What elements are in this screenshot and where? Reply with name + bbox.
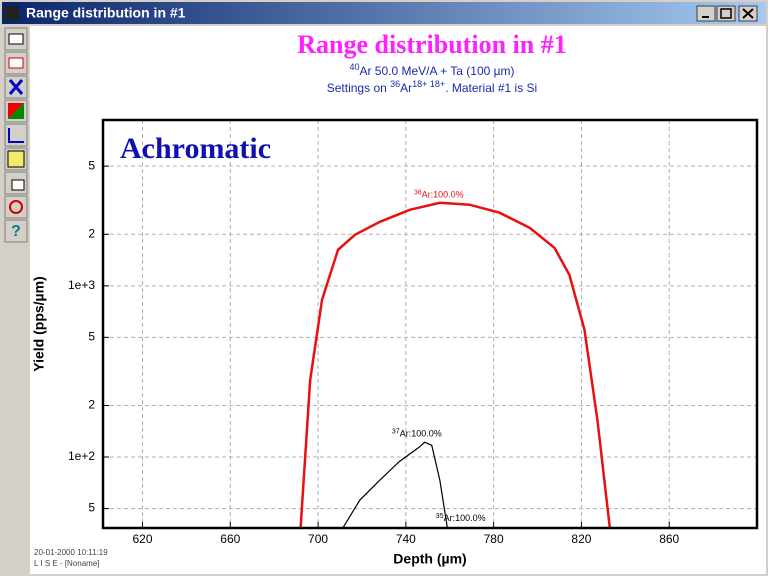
chart-subtitle: 40Ar 50.0 MeV/A + Ta (100 µm) bbox=[349, 62, 514, 78]
zoom-button[interactable] bbox=[4, 195, 28, 219]
help-button[interactable] bbox=[4, 219, 28, 243]
subtitle-text: Ar bbox=[400, 81, 412, 95]
icon bbox=[8, 57, 24, 69]
y-tick-label: 2 bbox=[88, 226, 95, 240]
series-line bbox=[342, 441, 449, 528]
y-tick-label: 5 bbox=[88, 158, 95, 172]
x-tick-label: 820 bbox=[571, 532, 591, 546]
subtitle-text: Settings on bbox=[327, 81, 390, 95]
icon bbox=[8, 79, 24, 95]
superscript: 18+ 18+ bbox=[412, 79, 445, 89]
y-tick-label: 5 bbox=[88, 330, 95, 344]
icon bbox=[8, 103, 24, 119]
toolbar: ? bbox=[4, 27, 28, 243]
y-tick-label: 2 bbox=[88, 398, 95, 412]
plot-border bbox=[101, 118, 759, 530]
icon bbox=[7, 150, 25, 168]
x-tick-label: 700 bbox=[308, 532, 328, 546]
title-bar bbox=[2, 2, 766, 24]
icon bbox=[11, 179, 25, 191]
icon bbox=[9, 200, 23, 214]
chart-title: Range distribution in #1 bbox=[297, 30, 566, 59]
chart-label: Achromatic bbox=[120, 132, 271, 165]
icon: ? bbox=[11, 223, 21, 240]
icon bbox=[720, 8, 732, 19]
graph-button[interactable] bbox=[4, 123, 28, 147]
timestamp: 20-01-2000 10:11:19 bbox=[34, 548, 108, 557]
x-tick-label: 740 bbox=[396, 532, 416, 546]
x-tick-label: 620 bbox=[132, 532, 152, 546]
app-name: L I S E - [Noname] bbox=[34, 559, 100, 568]
subtitle-text: . Material #1 is Si bbox=[445, 81, 537, 95]
series-line bbox=[299, 201, 612, 528]
icon bbox=[8, 33, 24, 45]
app-icon bbox=[5, 6, 19, 20]
data-label: 35Ar:100.0% bbox=[436, 513, 486, 524]
icon bbox=[742, 8, 754, 19]
y-tick-label: 1e+3 bbox=[68, 278, 95, 292]
minimize-button[interactable] bbox=[696, 5, 716, 22]
x-tick-label: 660 bbox=[220, 532, 240, 546]
superscript: 37 bbox=[392, 428, 400, 435]
y-tick-label: 1e+2 bbox=[68, 449, 95, 463]
data-label-text: Ar:100.0% bbox=[422, 190, 464, 200]
data-label-text: Ar:100.0% bbox=[444, 514, 486, 524]
y-axis-label: Yield (pps/µm) bbox=[31, 276, 47, 371]
x-tick-label: 860 bbox=[659, 532, 679, 546]
window-title: Range distribution in #1 bbox=[26, 5, 186, 21]
series-group bbox=[299, 201, 612, 528]
subtitle-text: Ar 50.0 MeV/A + Ta (100 µm) bbox=[359, 64, 514, 78]
y-tick-label: 5 bbox=[88, 501, 95, 515]
x-tick-label: 780 bbox=[484, 532, 504, 546]
icon bbox=[8, 128, 24, 143]
data-label: 37Ar:100.0% bbox=[392, 428, 442, 439]
x-axis-label: Depth (µm) bbox=[393, 551, 466, 567]
window-buttons bbox=[696, 5, 758, 22]
chart-subtitle: Settings on 36Ar18+ 18+. Material #1 is … bbox=[327, 79, 537, 95]
superscript: 36 bbox=[390, 79, 400, 89]
superscript: 40 bbox=[349, 62, 359, 72]
superscript: 36 bbox=[414, 190, 422, 197]
data-label: 36Ar:100.0% bbox=[414, 190, 464, 201]
plot-area bbox=[103, 120, 757, 528]
data-label-text: Ar:100.0% bbox=[400, 429, 442, 439]
superscript: 35 bbox=[436, 513, 444, 520]
